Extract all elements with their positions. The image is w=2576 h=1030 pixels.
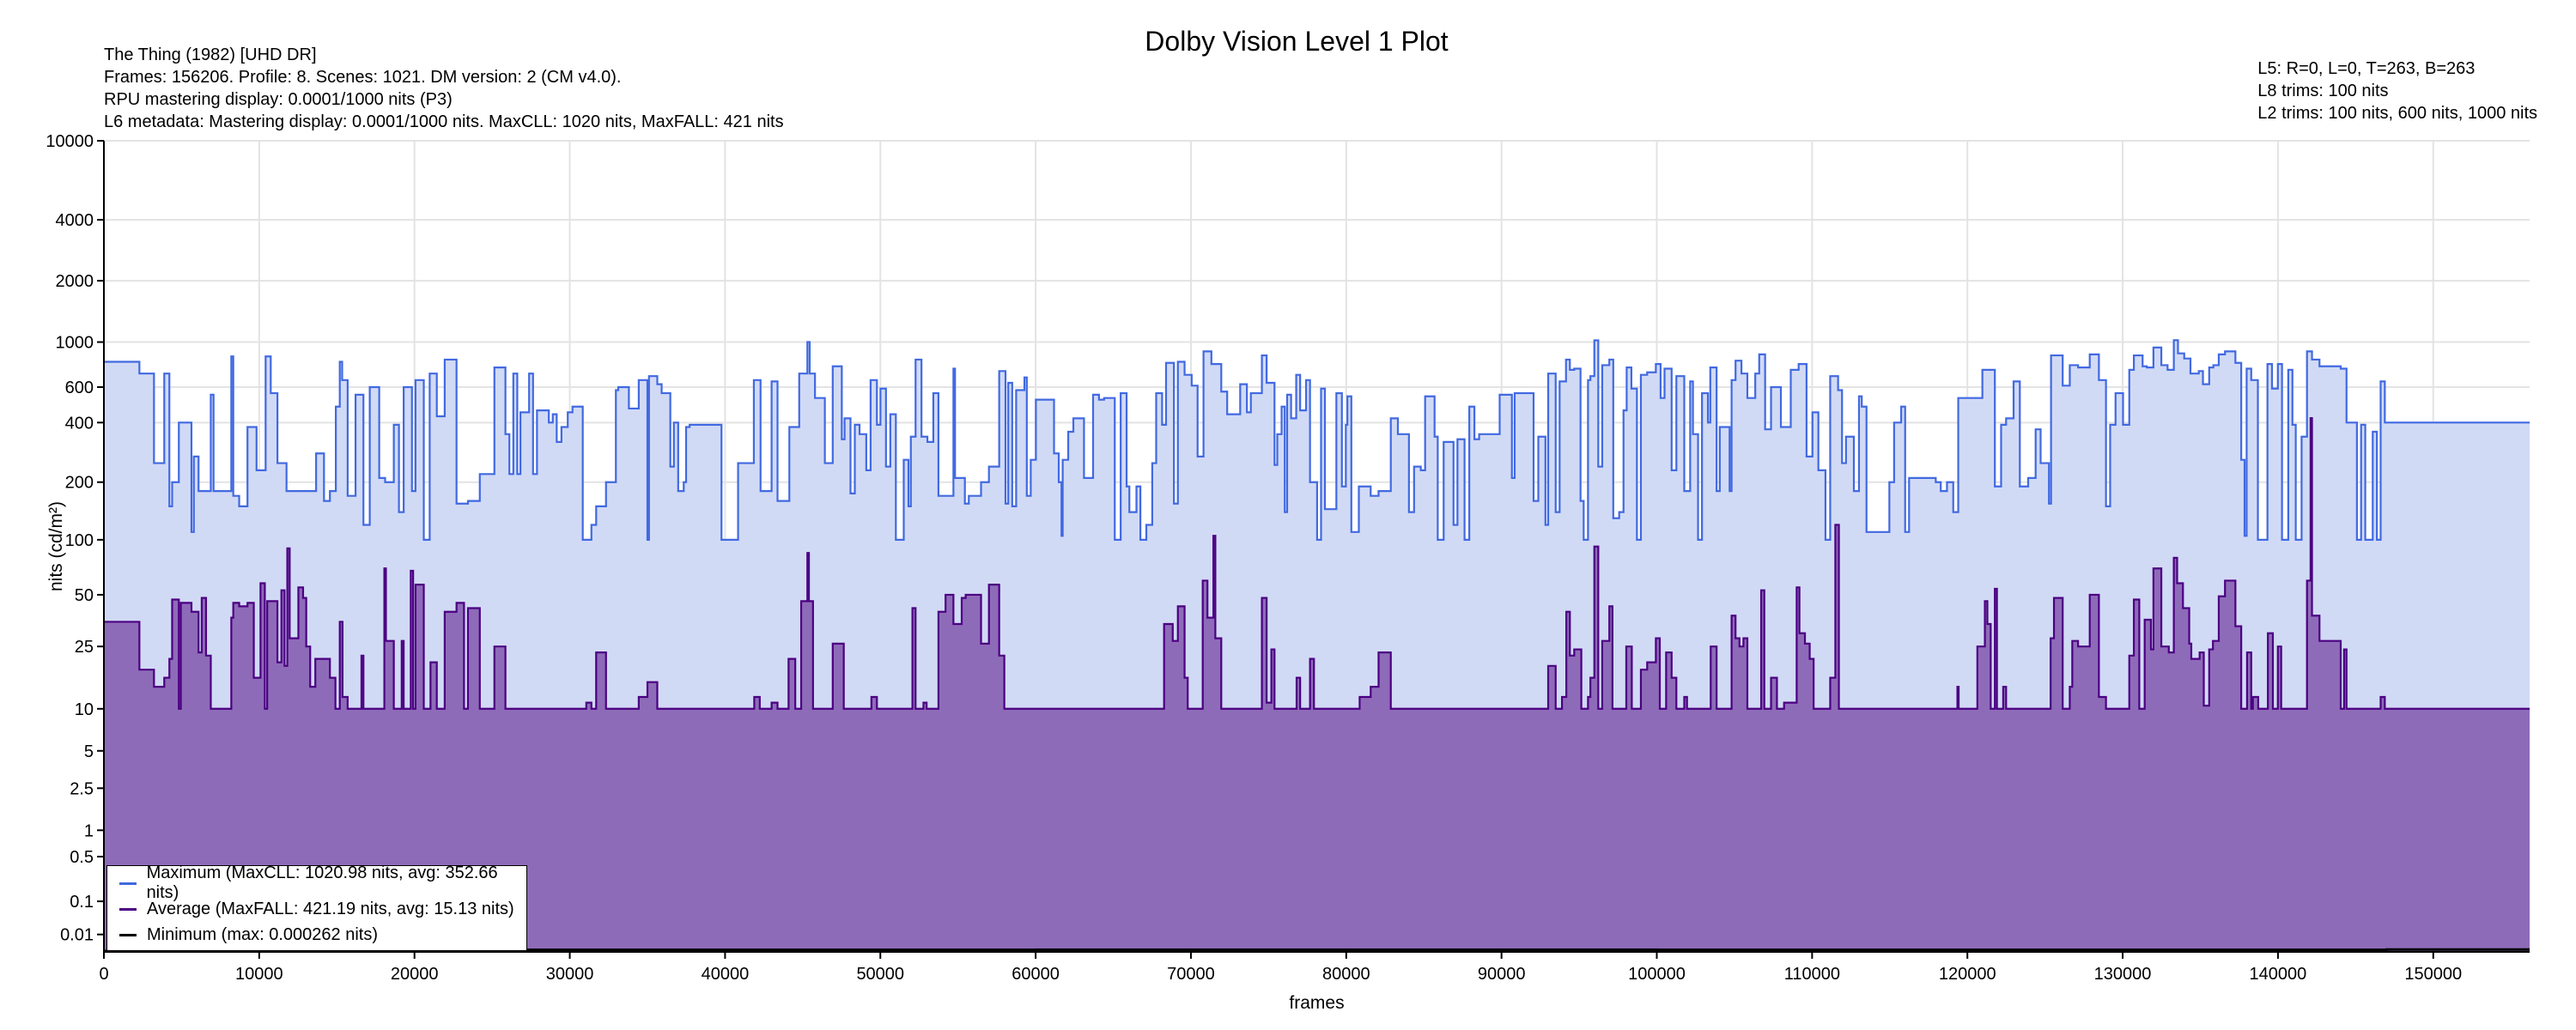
x-tick-label: 150000 bbox=[2404, 965, 2462, 984]
legend-swatch-maximum bbox=[119, 882, 137, 885]
x-tick-label: 10000 bbox=[235, 965, 283, 984]
rpu-mastering-info: RPU mastering display: 0.0001/1000 nits … bbox=[104, 90, 453, 109]
x-tick-label: 80000 bbox=[1322, 965, 1370, 984]
x-tick-label: 60000 bbox=[1012, 965, 1060, 984]
series-layer bbox=[104, 339, 2530, 953]
legend-swatch-minimum bbox=[119, 933, 137, 936]
x-tick-label: 100000 bbox=[1628, 965, 1686, 984]
legend-label-maximum: Maximum (MaxCLL: 1020.98 nits, avg: 352.… bbox=[146, 863, 498, 902]
legend-swatch-average bbox=[119, 907, 137, 911]
y-tick-label: 25 bbox=[75, 638, 94, 657]
y-tick-label: 2.5 bbox=[70, 779, 94, 798]
file-info: The Thing (1982) [UHD DR] Frames: 156206… bbox=[104, 45, 784, 134]
frame-info: Frames: 156206. Profile: 8. Scenes: 1021… bbox=[104, 68, 622, 87]
maximum-line bbox=[104, 339, 2530, 541]
y-tick-label: 50 bbox=[75, 586, 94, 605]
y-tick-label: 1000 bbox=[56, 334, 94, 353]
y-tick-label: 100 bbox=[65, 531, 94, 550]
y-tick-label: 0.5 bbox=[70, 848, 94, 867]
legend-item-maximum: Maximum (MaxCLL: 1020.98 nits, avg: 352.… bbox=[119, 863, 526, 902]
legend-item-average: Average (MaxFALL: 421.19 nits, avg: 15.1… bbox=[119, 897, 514, 921]
y-tick-label: 1 bbox=[84, 821, 94, 840]
x-tick-label: 40000 bbox=[702, 965, 750, 984]
l8-trims-info: L8 trims: 100 nits bbox=[2257, 82, 2389, 100]
y-tick-label: 400 bbox=[65, 414, 94, 433]
legend: Maximum (MaxCLL: 1020.98 nits, avg: 352.… bbox=[106, 863, 527, 951]
x-tick-label: 130000 bbox=[2094, 965, 2152, 984]
movie-title: The Thing (1982) [UHD DR] bbox=[104, 45, 317, 64]
y-tick-label: 4000 bbox=[56, 211, 94, 230]
y-tick-label: 2000 bbox=[56, 272, 94, 291]
x-tick-label: 50000 bbox=[856, 965, 904, 984]
x-tick-label: 0 bbox=[99, 965, 108, 984]
x-tick-label: 90000 bbox=[1478, 965, 1526, 984]
chart-title: Dolby Vision Level 1 Plot bbox=[1145, 26, 1449, 57]
y-tick-label: 0.1 bbox=[70, 893, 94, 912]
axes: 0.01 0.1 0.5 1 2.5 5 10 25 50 100 200 400 600 1000 200… bbox=[46, 132, 2530, 1013]
y-tick-label: 0.01 bbox=[60, 926, 94, 945]
legend-label-average: Average (MaxFALL: 421.19 nits, avg: 15.1… bbox=[147, 899, 514, 918]
y-tick-label: 10 bbox=[75, 700, 94, 719]
l5-info: L5: R=0, L=0, T=263, B=263 bbox=[2257, 59, 2476, 78]
x-tick-label: 70000 bbox=[1167, 965, 1215, 984]
average-line bbox=[104, 416, 2530, 710]
x-tick-label: 140000 bbox=[2250, 965, 2307, 984]
y-tick-label: 10000 bbox=[46, 132, 94, 151]
trim-info: L5: R=0, L=0, T=263, B=263 L8 trims: 100… bbox=[2257, 58, 2537, 125]
y-tick-label: 600 bbox=[65, 379, 94, 397]
l2-trims-info: L2 trims: 100 nits, 600 nits, 1000 nits bbox=[2257, 104, 2537, 123]
y-tick-label: 200 bbox=[65, 474, 94, 493]
x-tick-label: 30000 bbox=[546, 965, 594, 984]
legend-label-minimum: Minimum (max: 0.000262 nits) bbox=[147, 924, 378, 944]
x-tick-label: 110000 bbox=[1784, 965, 1840, 984]
x-axis-label: frames bbox=[1289, 993, 1344, 1013]
x-tick-label: 120000 bbox=[1939, 965, 1996, 984]
x-tick-label: 20000 bbox=[391, 965, 439, 984]
y-axis-label: nits (cd/m²) bbox=[46, 501, 66, 591]
legend-item-minimum: Minimum (max: 0.000262 nits) bbox=[119, 923, 378, 947]
y-tick-label: 5 bbox=[84, 742, 94, 761]
average-area bbox=[104, 418, 2530, 952]
l6-metadata-info: L6 metadata: Mastering display: 0.0001/1… bbox=[104, 112, 784, 131]
